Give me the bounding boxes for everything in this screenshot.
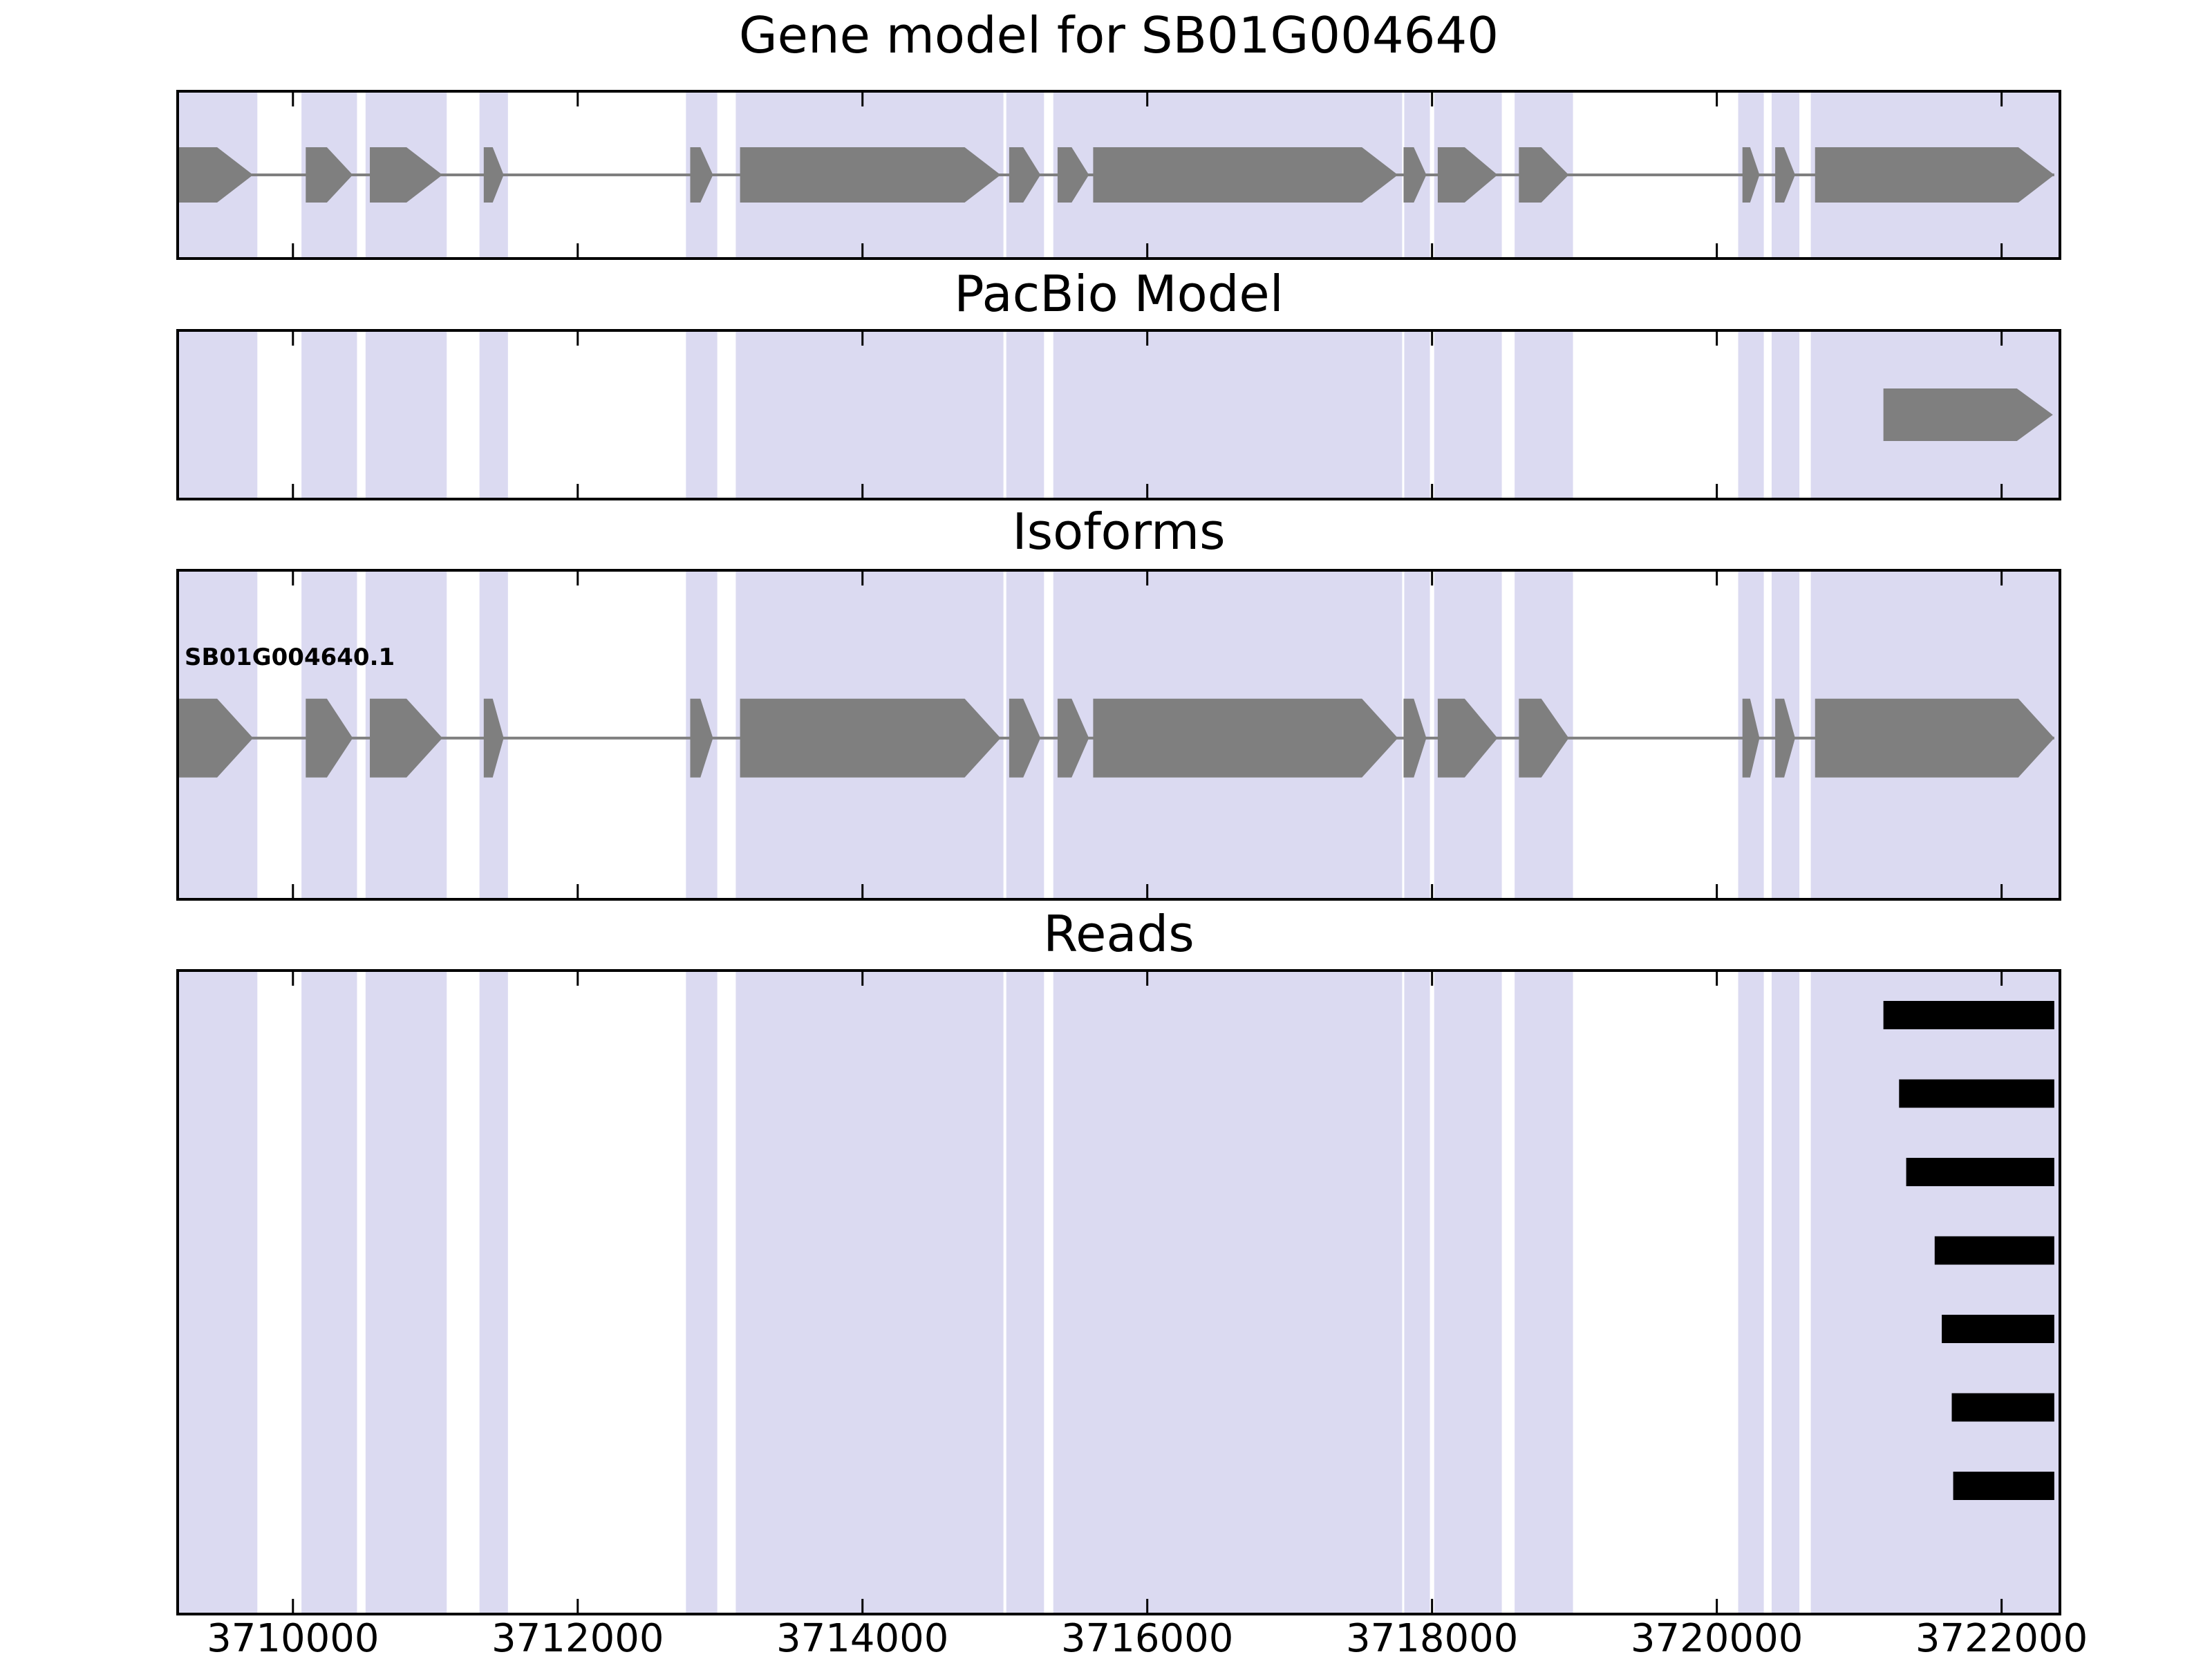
exon-highlight-band bbox=[1053, 972, 1403, 1613]
exon-arrow bbox=[1093, 698, 1398, 778]
panel-gene-model bbox=[176, 90, 2061, 260]
exon-arrow bbox=[740, 698, 1001, 778]
exon-arrow bbox=[306, 147, 353, 203]
exon-arrow bbox=[1519, 147, 1569, 203]
panel-title-gene-model: Gene model for SB01G004640 bbox=[738, 6, 1499, 64]
read-bar bbox=[1953, 1472, 2054, 1500]
exon-arrow bbox=[1403, 147, 1427, 203]
exon-highlight-band bbox=[301, 332, 357, 498]
exon-highlight-band bbox=[686, 972, 718, 1613]
x-tick-label: 3718000 bbox=[1345, 1616, 1519, 1659]
panel-title-reads: Reads bbox=[1043, 905, 1194, 963]
read-bar bbox=[1906, 1158, 2054, 1186]
read-bar bbox=[1951, 1393, 2054, 1422]
exon-arrow bbox=[179, 147, 254, 203]
exon-highlight-band bbox=[1515, 972, 1573, 1613]
exon-highlight-band bbox=[1738, 332, 1764, 498]
exon-highlight-band bbox=[686, 332, 718, 498]
exon-highlight-band bbox=[179, 972, 258, 1613]
exon-highlight-band bbox=[1053, 332, 1403, 498]
exon-arrow bbox=[1009, 147, 1041, 203]
panel-canvas-pacbio-model bbox=[179, 332, 2059, 498]
exon-highlight-band bbox=[1771, 332, 1800, 498]
exon-highlight-band bbox=[1404, 972, 1430, 1613]
panel-canvas-reads bbox=[179, 972, 2059, 1613]
exon-arrow bbox=[1009, 698, 1041, 778]
x-tick-label: 3716000 bbox=[1060, 1616, 1234, 1659]
panel-pacbio-model bbox=[176, 329, 2061, 500]
exon-arrow bbox=[1437, 698, 1498, 778]
panel-title-isoforms: Isoforms bbox=[1012, 503, 1226, 561]
panel-canvas-gene-model bbox=[179, 93, 2059, 257]
exon-highlight-band bbox=[1434, 332, 1502, 498]
exon-arrow bbox=[1057, 698, 1089, 778]
exon-arrow bbox=[1775, 698, 1795, 778]
x-tick-label: 3710000 bbox=[207, 1616, 379, 1659]
exon-arrow bbox=[1815, 147, 2054, 203]
read-bar bbox=[1883, 1001, 2054, 1029]
panel-isoforms: SB01G004640.1 bbox=[176, 569, 2061, 901]
exon-highlight-band bbox=[1738, 972, 1764, 1613]
exon-highlight-band bbox=[1771, 972, 1800, 1613]
exon-highlight-band bbox=[479, 332, 508, 498]
exon-highlight-band bbox=[1404, 332, 1430, 498]
exon-highlight-band bbox=[1434, 972, 1502, 1613]
exon-arrow bbox=[1403, 698, 1427, 778]
exon-highlight-band bbox=[1515, 332, 1573, 498]
exon-arrow bbox=[690, 147, 713, 203]
exon-highlight-band bbox=[301, 972, 357, 1613]
exon-arrow bbox=[1742, 698, 1760, 778]
exon-arrow bbox=[1519, 698, 1569, 778]
exon-arrow bbox=[483, 147, 504, 203]
exon-arrow bbox=[1883, 388, 2053, 441]
exon-arrow bbox=[1815, 698, 2054, 778]
exon-arrow bbox=[1775, 147, 1795, 203]
exon-arrow bbox=[1437, 147, 1498, 203]
exon-arrow bbox=[690, 698, 713, 778]
exon-highlight-band bbox=[1006, 332, 1044, 498]
exon-arrow bbox=[370, 147, 443, 203]
read-bar bbox=[1934, 1236, 2054, 1265]
read-bar bbox=[1899, 1079, 2054, 1108]
panel-reads bbox=[176, 969, 2061, 1615]
isoform-label: SB01G004640.1 bbox=[185, 644, 395, 671]
exon-arrow bbox=[1093, 147, 1398, 203]
exon-arrow bbox=[370, 698, 443, 778]
exon-arrow bbox=[483, 698, 504, 778]
x-tick-label: 3714000 bbox=[776, 1616, 949, 1659]
exon-arrow bbox=[179, 698, 254, 778]
x-tick-label: 3720000 bbox=[1630, 1616, 1803, 1659]
exon-arrow bbox=[1057, 147, 1089, 203]
exon-arrow bbox=[740, 147, 1001, 203]
exon-highlight-band bbox=[735, 332, 1004, 498]
exon-arrow bbox=[306, 698, 353, 778]
exon-highlight-band bbox=[1810, 972, 2059, 1613]
exon-highlight-band bbox=[365, 332, 447, 498]
exon-highlight-band bbox=[179, 332, 258, 498]
exon-highlight-band bbox=[1006, 972, 1044, 1613]
exon-highlight-band bbox=[365, 972, 447, 1613]
exon-arrow bbox=[1742, 147, 1760, 203]
exon-highlight-band bbox=[735, 972, 1004, 1613]
panel-title-pacbio-model: PacBio Model bbox=[954, 265, 1284, 323]
exon-highlight-band bbox=[479, 972, 508, 1613]
panel-canvas-isoforms: SB01G004640.1 bbox=[179, 572, 2059, 898]
x-tick-label: 3712000 bbox=[491, 1616, 664, 1659]
read-bar bbox=[1942, 1315, 2054, 1343]
x-tick-label: 3722000 bbox=[1915, 1616, 2088, 1659]
